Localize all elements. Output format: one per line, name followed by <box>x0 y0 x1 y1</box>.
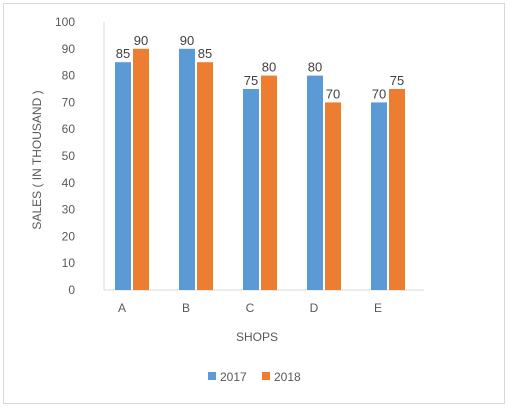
y-axis-title: SALES ( IN THOUSAND ) <box>30 90 44 229</box>
y-tick-label-0: 0 <box>68 283 75 297</box>
data-label-A-2018: 90 <box>134 33 148 48</box>
data-label-E-2018: 75 <box>390 73 404 88</box>
y-tick-label-70: 70 <box>62 95 76 109</box>
data-label-E-2017: 70 <box>372 86 386 101</box>
data-label-C-2018: 80 <box>262 60 276 75</box>
y-tick-label-80: 80 <box>62 69 76 83</box>
bar-E-2018 <box>389 89 405 290</box>
data-label-A-2017: 85 <box>116 46 130 61</box>
legend-label-2017: 2017 <box>220 370 247 384</box>
bar-B-2017 <box>179 48 195 290</box>
y-tick-label-20: 20 <box>62 229 76 243</box>
x-tick-label-C: C <box>246 301 255 315</box>
y-tick-label-10: 10 <box>62 256 76 270</box>
data-label-D-2018: 70 <box>326 86 340 101</box>
y-tick-label-50: 50 <box>62 149 76 163</box>
y-tick-label-30: 30 <box>62 203 76 217</box>
bar-D-2018 <box>325 102 341 291</box>
bars <box>115 48 405 291</box>
y-tick-label-90: 90 <box>62 42 76 56</box>
data-labels: 85 90 90 85 75 80 80 70 70 75 <box>116 33 404 102</box>
x-tick-label-B: B <box>182 301 190 315</box>
y-tick-label-40: 40 <box>62 176 76 190</box>
bar-A-2017 <box>115 62 131 291</box>
x-tick-label-A: A <box>118 301 126 315</box>
y-tick-label-100: 100 <box>55 15 75 29</box>
x-tick-label-E: E <box>374 301 382 315</box>
bar-C-2018 <box>261 75 277 290</box>
data-label-D-2017: 80 <box>308 60 322 75</box>
y-axis-ticks: 0 10 20 30 40 50 60 70 80 90 100 <box>55 15 75 297</box>
legend: 2017 2018 <box>208 370 301 384</box>
bar-E-2017 <box>371 102 387 291</box>
data-label-C-2017: 75 <box>244 73 258 88</box>
bar-A-2018 <box>133 48 149 290</box>
x-axis-ticks: A B C D E <box>118 301 382 315</box>
y-tick-label-60: 60 <box>62 122 76 136</box>
data-label-B-2017: 90 <box>180 33 194 48</box>
data-label-B-2018: 85 <box>198 46 212 61</box>
legend-swatch-2018 <box>262 372 270 380</box>
legend-swatch-2017 <box>208 372 216 380</box>
x-axis-title: SHOPS <box>236 330 278 344</box>
bar-C-2017 <box>243 89 259 290</box>
bar-D-2017 <box>307 75 323 290</box>
legend-label-2018: 2018 <box>274 370 301 384</box>
bar-B-2018 <box>197 62 213 291</box>
x-tick-label-D: D <box>310 301 319 315</box>
